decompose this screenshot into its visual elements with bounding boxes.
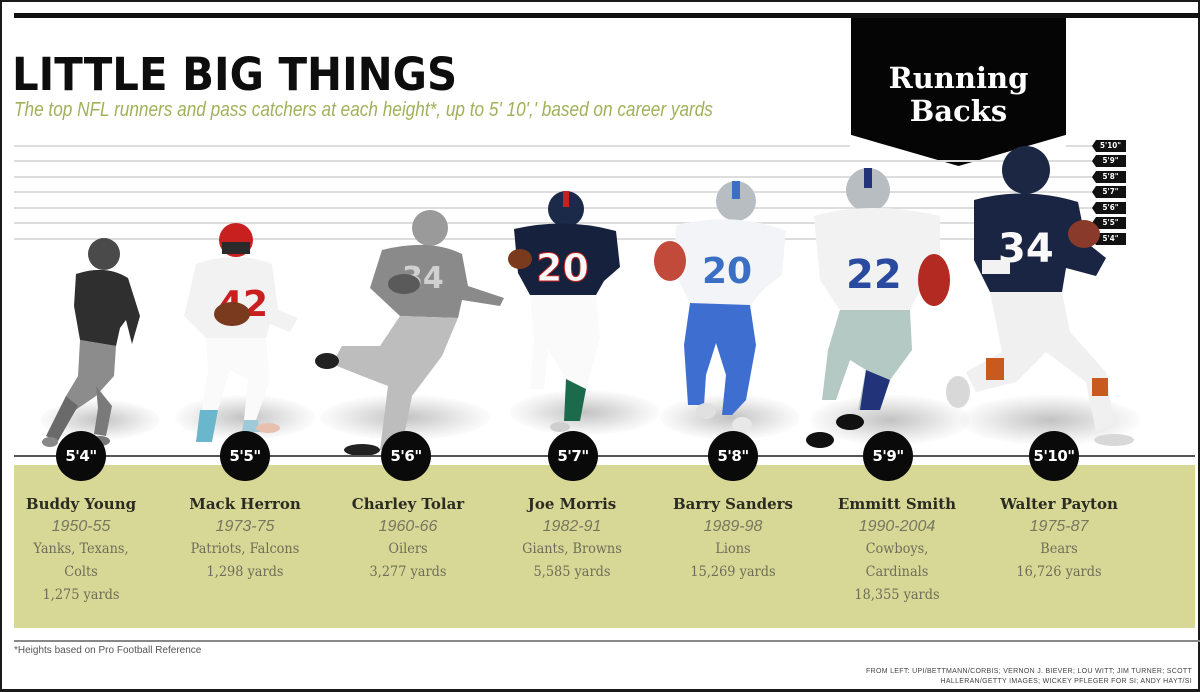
player-figure-charley-tolar: 34 (315, 210, 504, 456)
player-years: 1989-98 (703, 518, 763, 535)
height-badge: 5'7" (548, 431, 598, 481)
player-years: 1982-91 (542, 518, 602, 535)
player-info-joe-morris: Joe Morris 1982-91 Giants, Browns 5,585 … (492, 493, 652, 584)
player-info-walter-payton: Walter Payton 1975-87 Bears 16,726 yards (979, 493, 1139, 584)
player-yards: 1,275 yards (42, 587, 120, 603)
player-figure-buddy-young (42, 238, 140, 447)
height-tag: 5'5" (1092, 217, 1126, 229)
player-teams: Giants, Browns (522, 541, 622, 557)
player-yards: 15,269 yards (690, 564, 776, 580)
player-name: Emmitt Smith (837, 495, 957, 513)
ruler-line-5-9 (14, 160, 1094, 162)
player-name: Buddy Young (25, 495, 137, 513)
ruler-line-5-8 (14, 176, 1094, 178)
player-years: 1950-55 (51, 518, 111, 535)
height-tag: 5'10" (1092, 140, 1126, 152)
player-yards: 3,277 yards (369, 564, 447, 580)
player-name: Walter Payton (1000, 495, 1118, 513)
banner-line-2: Backs (909, 94, 1008, 128)
figure-shadow (510, 390, 660, 435)
footnote: *Heights based on Pro Football Reference (14, 645, 202, 656)
ruler-line-5-10 (14, 145, 850, 147)
height-tag: 5'7" (1092, 186, 1126, 198)
credits-line-2: HALLERAN/GETTY IMAGES; WICKEY PFLEGER FO… (940, 678, 1192, 685)
footnote-rule (14, 640, 1200, 642)
player-yards: 16,726 yards (1016, 564, 1102, 580)
player-teams: Cardinals (865, 564, 929, 580)
height-tag: 5'6" (1092, 202, 1126, 214)
height-badge: 5'8" (708, 431, 758, 481)
height-badge: 5'9" (863, 431, 913, 481)
player-teams: Yanks, Texans, (33, 541, 129, 557)
height-badge: 5'6" (381, 431, 431, 481)
player-name: Barry Sanders (673, 495, 793, 513)
credits-line-1: FROM LEFT: UPI/BETTMANN/CORBIS; VERNON J… (866, 668, 1192, 675)
player-yards: 1,298 yards (206, 564, 284, 580)
section-banner-label: Running Backs (851, 62, 1066, 128)
height-tag: 5'8" (1092, 171, 1126, 183)
page-title: LITTLE BIG THINGS (12, 48, 458, 101)
player-yards: 5,585 yards (533, 564, 611, 580)
player-years: 1960-66 (378, 518, 438, 535)
player-figure-walter-payton: 34 (946, 146, 1134, 446)
player-teams: Cowboys, (865, 541, 929, 557)
player-teams: Patriots, Falcons (190, 541, 300, 557)
player-years: 1975-87 (1029, 518, 1089, 535)
section-banner (851, 18, 1066, 166)
svg-text:20: 20 (536, 246, 589, 290)
player-info-charley-tolar: Charley Tolar 1960-66 Oilers 3,277 yards (328, 493, 488, 584)
height-tag: 5'4" (1092, 233, 1126, 245)
player-figure-barry-sanders: 20 (654, 181, 786, 433)
player-teams: Bears (1040, 541, 1078, 557)
player-name: Joe Morris (527, 495, 617, 513)
player-yards: 18,355 yards (854, 587, 940, 603)
svg-text:20: 20 (702, 251, 752, 292)
player-years: 1973-75 (215, 518, 275, 535)
player-teams: Oilers (388, 541, 428, 557)
player-info-barry-sanders: Barry Sanders 1989-98 Lions 15,269 yards (653, 493, 813, 584)
banner-line-1: Running (888, 61, 1029, 95)
player-name: Mack Herron (189, 495, 301, 513)
player-info-emmitt-smith: Emmitt Smith 1990-2004 Cowboys, Cardinal… (817, 493, 977, 607)
height-badge: 5'10" (1029, 431, 1079, 481)
ruler-line-5-10-right (1066, 145, 1094, 147)
player-figure-joe-morris: 20 (508, 191, 620, 432)
ruler-line-5-5 (14, 222, 1094, 224)
height-tag: 5'9" (1092, 155, 1126, 167)
info-band (14, 465, 1195, 628)
ruler-line-5-7 (14, 191, 1094, 193)
height-badge: 5'4" (56, 431, 106, 481)
player-teams: Lions (715, 541, 751, 557)
player-years: 1990-2004 (858, 518, 936, 535)
player-figure-emmitt-smith: 22 (806, 168, 950, 448)
height-badge: 5'5" (220, 431, 270, 481)
player-info-mack-herron: Mack Herron 1973-75 Patriots, Falcons 1,… (165, 493, 325, 584)
player-teams: Colts (64, 564, 98, 580)
page-subtitle: The top NFL runners and pass catchers at… (14, 99, 713, 121)
player-info-buddy-young: Buddy Young 1950-55 Yanks, Texans, Colts… (1, 493, 161, 607)
svg-text:22: 22 (846, 252, 902, 298)
ground-line (14, 455, 1195, 457)
photo-credits: FROM LEFT: UPI/BETTMANN/CORBIS; VERNON J… (772, 667, 1192, 687)
player-name: Charley Tolar (351, 495, 465, 513)
top-rule (14, 13, 1200, 18)
player-figure-mack-herron: 42 (184, 223, 298, 442)
